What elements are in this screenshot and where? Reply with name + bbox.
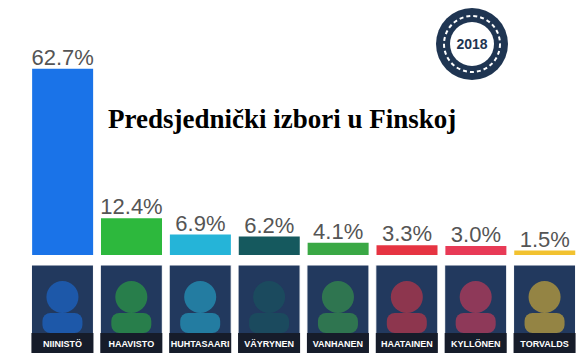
svg-text:3.0%: 3.0%	[451, 222, 501, 247]
svg-text:HUHTASAARI: HUHTASAARI	[171, 339, 230, 349]
svg-text:HAATAINEN: HAATAINEN	[381, 339, 433, 349]
svg-text:6.2%: 6.2%	[244, 213, 294, 238]
svg-text:4.1%: 4.1%	[313, 219, 363, 244]
svg-text:62.7%: 62.7%	[31, 45, 93, 70]
svg-text:NIINISTÖ: NIINISTÖ	[43, 339, 82, 349]
svg-text:6.9%: 6.9%	[175, 211, 225, 236]
svg-text:HAAVISTO: HAAVISTO	[108, 339, 154, 349]
svg-text:KYLLÖNEN: KYLLÖNEN	[451, 339, 501, 349]
svg-text:12.4%: 12.4%	[100, 194, 162, 219]
svg-text:1.5%: 1.5%	[520, 227, 570, 252]
svg-text:3.3%: 3.3%	[382, 221, 432, 246]
svg-text:VÄYRYNEN: VÄYRYNEN	[244, 339, 294, 349]
html-text:Predsjednički izbori u Finskoj: Predsjednički izbori u Finskoj	[108, 104, 457, 134]
svg-text:TORVALDS: TORVALDS	[520, 339, 569, 349]
svg-text:VANHANEN: VANHANEN	[313, 339, 363, 349]
svg-text:2018: 2018	[456, 36, 487, 52]
